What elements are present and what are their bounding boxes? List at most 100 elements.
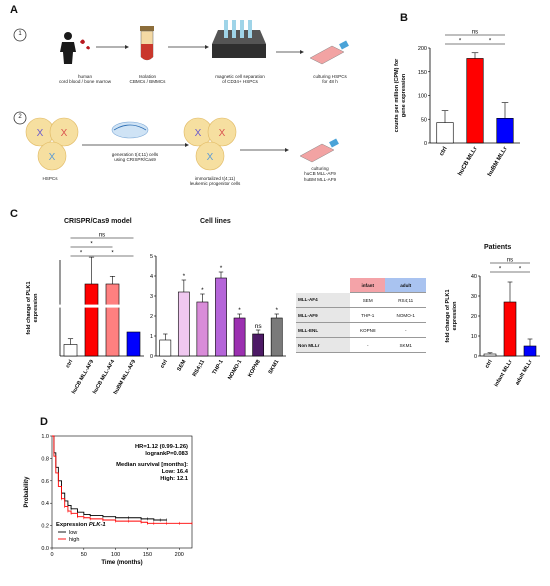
svg-text:X: X <box>207 152 214 163</box>
x-tick-label: infant MLLr <box>494 358 515 388</box>
y-tick-label: 0.0 <box>41 546 49 552</box>
x-tick-label: ctrl <box>65 359 75 370</box>
x-tick-label: huBM MLLr <box>487 145 509 177</box>
y-tick-label: 1 <box>150 334 153 340</box>
x-tick-label: adult MLLr <box>514 358 534 386</box>
y-tick-label: 20 <box>471 314 477 320</box>
bar <box>177 291 190 357</box>
y-tick-label: 200 <box>418 46 427 52</box>
tube-icon <box>140 26 154 61</box>
table-header-row: infant adult <box>296 278 426 293</box>
y-axis-label: fold change of PLK1 <box>445 289 451 342</box>
bar <box>270 317 283 357</box>
sig-label: * <box>459 39 462 45</box>
y-tick-label: 0.2 <box>41 524 49 530</box>
x-tick-label: ctrl <box>484 359 494 370</box>
table-row: MLL-ENL KOPN8 - <box>296 322 426 338</box>
sig-label: * <box>519 267 522 273</box>
bar <box>252 333 265 357</box>
sig-label: * <box>275 307 278 314</box>
x-axis-label: Time (months) <box>101 560 142 566</box>
y-tick-label: 3 <box>150 294 153 300</box>
step1-circle <box>13 28 27 42</box>
sig-label: * <box>499 267 502 273</box>
panel-c-patients-chart: 0 10 20 30 40 ctrl infant MLLr adult MLLr ns * * fo… <box>445 258 540 388</box>
table-header-infant: infant <box>350 278 386 293</box>
y-tick-label: 0 <box>424 141 427 147</box>
panel-c-letter: C <box>10 208 18 220</box>
mll-table: infant adult MLL-AF4 SEM RS4;11 MLL-AF9 … <box>296 278 426 353</box>
x-tick-label: huBM MLL-AF9 <box>113 359 138 396</box>
bar <box>105 283 120 357</box>
bar <box>159 339 172 357</box>
sig-label: ns <box>99 233 105 239</box>
step1-caption-separation: magnetic cell separation of CD34+ HSPCs <box>215 74 265 85</box>
step2-caption-crispr: generation t(4;11) cells using CRISPR/Cas… <box>111 152 159 163</box>
bar <box>126 331 141 357</box>
cell-lines-title: Cell lines <box>200 218 231 225</box>
panel-d-letter: D <box>40 416 48 428</box>
x-tick-label: 200 <box>175 552 184 558</box>
y-tick-label: 4 <box>150 274 153 280</box>
table-row: MLL-AF4 SEM RS4;11 <box>296 292 426 308</box>
step2-number: 2 <box>18 114 22 120</box>
panel-d-km-chart: 0.0 0.2 0.4 0.6 0.8 1.0 0 50 100 150 200 Time (mont… <box>24 434 193 566</box>
y-axis-label: expression <box>452 301 458 331</box>
crispr-icon <box>111 121 149 139</box>
table-row: MLL-AF9 THP-1 NOMO-1 <box>296 307 426 323</box>
plot-frame <box>51 435 193 549</box>
x-tick-label: ctrl <box>439 146 449 157</box>
table-header-adult: adult <box>385 278 426 293</box>
sig-label: * <box>90 242 93 248</box>
svg-text:X: X <box>37 128 44 139</box>
bar <box>466 58 484 144</box>
y-tick-label: 0 <box>474 354 477 360</box>
x-tick-label: 100 <box>111 552 120 558</box>
y-tick-label: 0.6 <box>41 479 49 485</box>
bar <box>483 353 497 357</box>
x-tick-label: huCB MLL-AF9 <box>71 359 95 395</box>
step2-circle <box>13 111 27 125</box>
step1-caption-donor: human cord blood / bone marrow <box>58 74 112 85</box>
legend-title: Expression PLK-1 <box>56 522 106 528</box>
x-tick-label: RS4;11 <box>192 359 206 378</box>
logrank-text: logrankP=0.083 <box>145 451 188 457</box>
panel-b-letter: B <box>400 12 408 24</box>
median-low: Low: 16.4 <box>162 469 189 475</box>
y-axis-label: fold change of PLK1 <box>26 281 32 334</box>
bar <box>63 344 78 357</box>
legend-label-high: high <box>69 537 79 543</box>
sig-label: * <box>220 265 223 272</box>
svg-text:X: X <box>49 152 56 163</box>
median-high: High: 12.1 <box>160 476 188 482</box>
sig-label: ns <box>507 258 513 264</box>
y-tick-label: 30 <box>471 294 477 300</box>
y-tick-label: 5 <box>150 254 153 260</box>
svg-text:X: X <box>61 128 68 139</box>
sig-label: ns <box>255 323 263 330</box>
y-tick-label: 1.0 <box>41 434 49 440</box>
x-tick-label: huCB MLL-AF4 <box>92 359 116 395</box>
hr-text: HR=1.12 (0.99-1.26) <box>135 444 188 450</box>
x-tick-label: ctrl <box>160 359 170 370</box>
bar <box>436 122 454 144</box>
km-curve-high <box>52 435 192 524</box>
sig-label: * <box>238 307 241 314</box>
sig-label: * <box>201 287 204 294</box>
patients-title: Patients <box>484 244 512 251</box>
panel-b-chart: 0 50 100 150 200 ctrl huCB MLLr huBM MLLr ns * * co… <box>394 30 520 178</box>
x-tick-label: 150 <box>143 552 152 558</box>
bar <box>523 345 537 357</box>
sig-label: * <box>183 273 186 280</box>
flask-icon-2 <box>299 138 339 163</box>
panel-a-letter: A <box>10 4 18 16</box>
bar <box>215 277 227 357</box>
x-tick-label: SEM <box>176 359 187 373</box>
y-axis-label: expression <box>33 293 39 323</box>
step1-caption-isolation: Isolation CBMCs / BMMCs <box>129 74 166 85</box>
x-tick-label: 50 <box>81 552 87 558</box>
median-title: Median survival [months]: <box>116 462 188 468</box>
bar <box>196 301 209 357</box>
y-tick-label: 50 <box>421 117 427 123</box>
